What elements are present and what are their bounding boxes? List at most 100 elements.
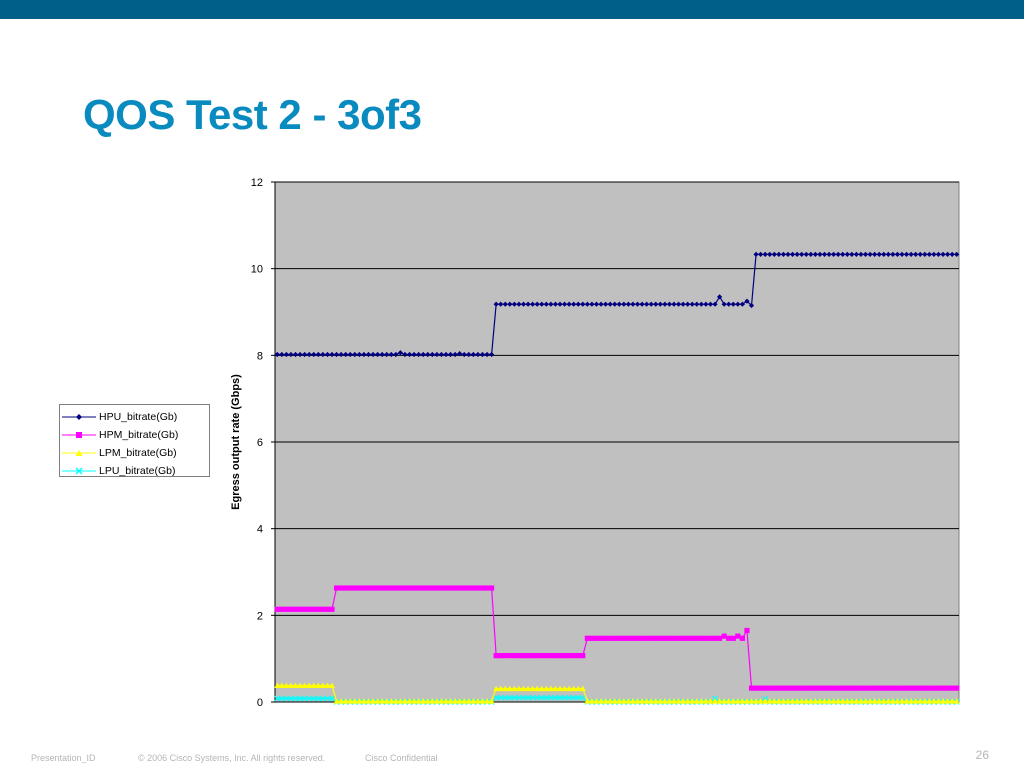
data-point-hpm xyxy=(653,635,659,641)
data-point-hpm xyxy=(767,685,773,691)
data-point-hpu xyxy=(489,351,495,358)
data-point-hpm xyxy=(438,585,445,591)
data-point-hpu xyxy=(748,302,755,309)
data-point-hpm xyxy=(457,585,463,591)
data-point-hpu xyxy=(776,251,782,257)
data-point-lpu-stroke xyxy=(520,694,527,701)
data-point-hpm xyxy=(835,685,841,691)
data-point-lpm xyxy=(671,698,677,704)
data-point-lpm xyxy=(762,698,769,704)
data-point-lpu xyxy=(292,695,299,702)
data-point-lpu xyxy=(315,695,322,702)
data-point-hpm xyxy=(502,653,508,659)
data-point-hpu xyxy=(292,351,299,358)
data-point-lpm xyxy=(520,685,527,692)
data-point-lpm xyxy=(657,698,664,704)
legend-item-hpm: HPM_bitrate(Gb) xyxy=(60,426,209,444)
data-point-hpu xyxy=(525,301,531,307)
data-point-lpu xyxy=(506,694,513,701)
data-point-hpu xyxy=(475,351,481,358)
data-point-lpm xyxy=(826,698,833,704)
data-point-hpm xyxy=(511,653,517,659)
data-point-hpu xyxy=(758,251,764,257)
data-point-lpm xyxy=(643,698,650,704)
data-point-hpu xyxy=(320,351,326,358)
data-point-hpm xyxy=(311,606,317,612)
diamond-marker-icon xyxy=(62,414,96,420)
data-point-hpm xyxy=(712,635,718,641)
data-point-lpm xyxy=(766,698,773,704)
data-point-hpu xyxy=(352,351,358,358)
data-point-lpm xyxy=(839,698,846,704)
data-point-hpu xyxy=(561,301,568,307)
data-point-hpu xyxy=(511,301,517,307)
legend-label-lpm: LPM_bitrate(Gb) xyxy=(99,447,177,459)
data-point-hpu xyxy=(630,301,636,307)
series-hpu xyxy=(274,251,960,358)
data-point-hpu xyxy=(707,301,714,307)
data-point-lpm xyxy=(625,698,632,704)
data-point-hpu xyxy=(625,301,631,307)
data-point-hpm xyxy=(552,653,559,659)
data-point-hpm xyxy=(730,635,736,641)
data-point-hpu xyxy=(872,251,878,257)
data-point-hpu xyxy=(461,351,467,358)
data-point-hpu xyxy=(607,301,613,307)
data-point-hpm xyxy=(343,585,349,591)
data-point-lpu-stroke xyxy=(561,694,568,701)
data-point-hpm xyxy=(388,585,394,591)
data-point-hpu xyxy=(416,351,422,358)
data-point-lpu-stroke xyxy=(570,694,577,701)
data-point-lpm xyxy=(666,698,673,704)
data-point-hpu xyxy=(306,351,312,358)
data-point-hpm xyxy=(575,653,581,659)
data-point-hpu xyxy=(689,301,695,307)
data-point-lpm xyxy=(789,698,796,704)
data-point-hpu xyxy=(311,351,317,358)
data-point-lpm xyxy=(479,698,486,704)
data-point-lpu-stroke xyxy=(502,694,509,701)
data-point-lpm xyxy=(379,698,386,704)
data-point-hpu xyxy=(452,351,458,358)
data-point-hpm xyxy=(302,606,308,612)
data-point-hpu xyxy=(507,301,513,307)
data-point-lpm xyxy=(739,698,746,704)
data-point-lpm xyxy=(689,698,696,704)
data-point-lpu-stroke xyxy=(547,694,554,701)
data-point-lpu-stroke xyxy=(579,694,586,701)
data-point-hpu xyxy=(908,251,914,257)
data-point-hpm xyxy=(917,685,923,691)
data-point-lpu xyxy=(547,694,554,701)
data-point-hpm xyxy=(803,685,809,691)
y-tick-label: 2 xyxy=(257,610,263,622)
data-point-hpu xyxy=(694,301,700,307)
data-point-lpm xyxy=(821,698,828,704)
data-point-hpu xyxy=(283,351,289,358)
data-point-hpm xyxy=(516,653,522,659)
data-point-lpm xyxy=(702,698,709,704)
data-point-lpm xyxy=(356,698,363,704)
data-point-hpm xyxy=(543,653,549,659)
data-point-hpm xyxy=(520,653,527,659)
data-point-lpm xyxy=(661,698,668,704)
data-point-hpu xyxy=(685,301,691,307)
y-axis-label: Egress output rate (Gbps) xyxy=(230,374,242,510)
data-point-hpm xyxy=(680,635,686,641)
triangle-marker-icon xyxy=(62,450,96,456)
data-point-hpm xyxy=(703,635,709,641)
data-point-hpu xyxy=(279,351,285,358)
data-point-hpu xyxy=(324,351,331,358)
data-point-lpu-stroke xyxy=(566,694,573,701)
data-point-hpm xyxy=(498,653,504,659)
data-point-hpm xyxy=(479,585,486,591)
data-point-hpm xyxy=(776,685,782,691)
data-point-hpm xyxy=(780,685,787,691)
y-tick-label: 8 xyxy=(257,350,263,362)
data-point-hpu xyxy=(361,351,367,358)
data-point-lpm xyxy=(465,698,472,704)
data-point-hpu xyxy=(402,351,408,358)
data-point-lpm xyxy=(734,698,741,704)
data-point-lpm xyxy=(785,698,791,704)
data-point-hpm xyxy=(548,653,554,659)
